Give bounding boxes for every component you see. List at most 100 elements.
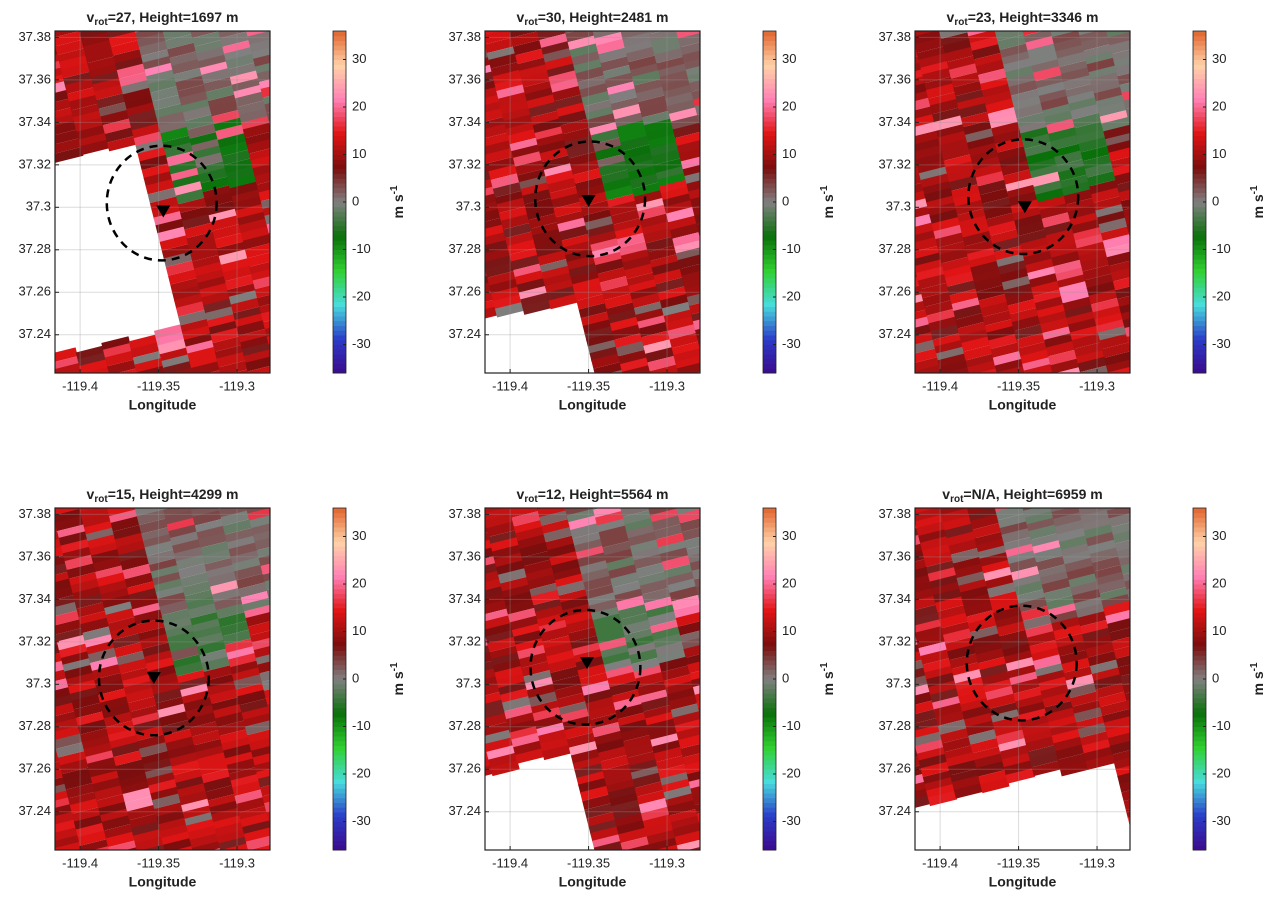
radar-cell (1141, 164, 1170, 180)
radar-cell (1145, 180, 1174, 196)
radar-cell (273, 244, 302, 260)
panel: -119.4-119.35-119.337.2437.2637.2837.337… (398, 0, 835, 450)
radar-cell (63, 882, 92, 893)
radar-cell (0, 140, 26, 156)
radar-cell (697, 695, 726, 711)
x-tick-label: -119.3 (649, 378, 685, 393)
radar-cell (926, 419, 955, 435)
colorbar-cell (333, 326, 346, 331)
colorbar-tick-label: -10 (352, 241, 371, 256)
colorbar-cell (763, 518, 776, 523)
radar-cell (733, 252, 762, 268)
colorbar-cell (333, 83, 346, 88)
y-tick-label: 37.32 (18, 156, 51, 171)
radar-cell (0, 49, 3, 65)
colorbar-cell (763, 155, 776, 160)
colorbar-cell (1193, 307, 1206, 312)
colorbar-cell (333, 140, 346, 145)
radar-cell (888, 521, 917, 537)
colorbar-cell (763, 779, 776, 784)
colorbar-cell (763, 660, 776, 665)
radar-cell (982, 421, 1011, 437)
colorbar-cell (1193, 121, 1206, 126)
title-part: rot (524, 17, 538, 28)
x-tick-label: -119.3 (1079, 378, 1115, 393)
colorbar-tick-label: 0 (1212, 670, 1219, 685)
colorbar-cell (333, 584, 346, 589)
colorbar-cell (333, 527, 346, 532)
radar-cell (697, 218, 726, 234)
radar-cell (610, 460, 639, 476)
colorbar-cell (763, 755, 776, 760)
colorbar-cell (1193, 617, 1206, 622)
radar-cell (61, 873, 90, 889)
colorbar-cell (1193, 746, 1206, 751)
radar-cell (889, 269, 918, 285)
radar-cell (705, 140, 734, 156)
colorbar-cell (333, 560, 346, 565)
y-tick-label: 37.32 (878, 633, 911, 648)
colorbar-cell (333, 126, 346, 131)
panel: -119.4-119.35-119.337.2437.2637.2837.337… (398, 438, 835, 893)
radar-cell (287, 299, 316, 315)
radar-cell (122, 419, 151, 435)
colorbar-cell (763, 760, 776, 765)
colorbar-tick-label: -20 (782, 288, 801, 303)
radar-cell (152, 457, 181, 473)
radar-cell (847, 103, 876, 119)
radar-cell (1095, 455, 1124, 471)
colorbar-cell (333, 798, 346, 803)
radar-cell (274, 836, 303, 852)
colorbar-cell (763, 522, 776, 527)
radar-cell (703, 132, 732, 148)
colorbar-label: m s-1 (1249, 185, 1266, 218)
radar-cell (856, 136, 885, 152)
colorbar-tick-label: 20 (352, 575, 366, 590)
y-tick-label: 37.34 (878, 591, 911, 606)
colorbar-cell (1193, 598, 1206, 603)
radar-cell (287, 776, 316, 792)
colorbar-cell (763, 641, 776, 646)
radar-cell (733, 841, 762, 857)
colorbar-cell (1193, 684, 1206, 689)
colorbar-cell (333, 354, 346, 359)
colorbar-cell (333, 64, 346, 69)
radar-cell (881, 490, 910, 506)
radar-cell (629, 394, 658, 410)
colorbar-cell (1193, 527, 1206, 532)
radar-cell (294, 805, 323, 821)
radar-cell (1130, 820, 1159, 836)
colorbar-cell (333, 74, 346, 79)
colorbar-cell (1193, 575, 1206, 580)
colorbar-cell (333, 826, 346, 831)
x-tick-label: -119.4 (492, 378, 528, 393)
colorbar-cell (1193, 283, 1206, 288)
radar-cell (273, 721, 302, 737)
colorbar-cell (763, 774, 776, 779)
radar-cell (296, 812, 325, 828)
colorbar-cell (333, 335, 346, 340)
colorbar-cell (333, 570, 346, 575)
colorbar-cell (333, 565, 346, 570)
colorbar-cell (333, 670, 346, 675)
radar-cell (1146, 772, 1175, 788)
radar-cell (1138, 265, 1167, 281)
colorbar-cell (763, 513, 776, 518)
colorbar-cell (1193, 117, 1206, 122)
raster-strips (0, 438, 361, 893)
radar-cell (296, 700, 325, 716)
colorbar-cell (763, 330, 776, 335)
radar-cell (1012, 457, 1041, 473)
colorbar-cell (333, 121, 346, 126)
radar-cell (416, 574, 445, 590)
radar-cell (91, 408, 120, 424)
colorbar-cell (763, 207, 776, 212)
colorbar-cell (1193, 41, 1206, 46)
colorbar-cell (763, 575, 776, 580)
colorbar-tick-label: 0 (782, 670, 789, 685)
colorbar-label-part: m s (390, 671, 406, 695)
radar-cell (302, 247, 331, 263)
y-tick-label: 37.24 (18, 803, 51, 818)
x-tick-label: -119.4 (62, 378, 98, 393)
y-tick-label: 37.26 (18, 761, 51, 776)
